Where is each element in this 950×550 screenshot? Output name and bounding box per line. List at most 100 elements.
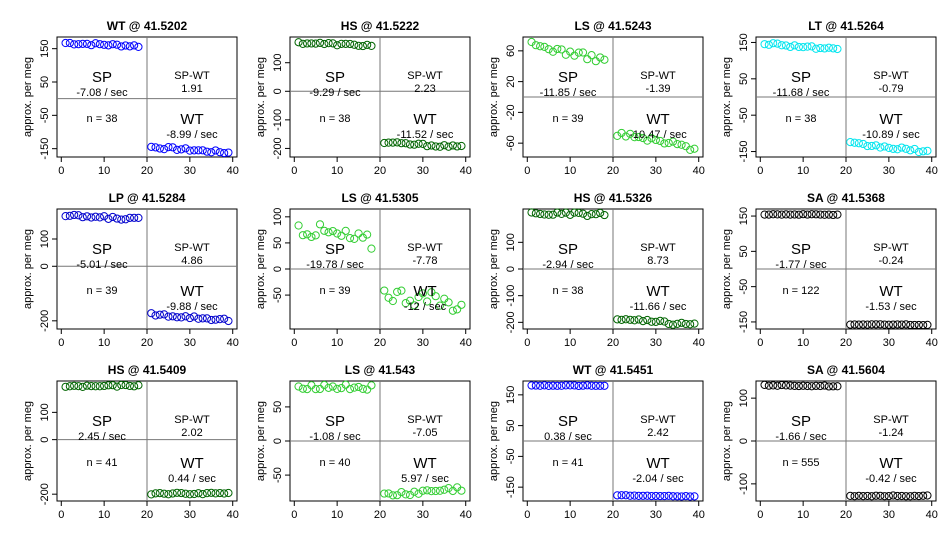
data-point-sp (566, 381, 575, 390)
panel-title: WT @ 41.5202 (107, 19, 188, 33)
x-tick-label: 0 (524, 509, 530, 521)
data-point-sp (70, 210, 79, 220)
panel-1: WT @ 41.5202 0 10 20 30 40 150 50 -50 -150 approx.… (22, 19, 239, 177)
data-point-sp (583, 211, 592, 221)
wt-rate: -11.52 / sec (397, 129, 454, 141)
data-point-sp (65, 382, 74, 391)
data-point-sp (363, 230, 372, 239)
data-point-wt (638, 317, 648, 326)
y-axis-label: approx. per meg (22, 401, 34, 481)
data-point-wt (224, 148, 233, 157)
data-point-wt (202, 314, 212, 323)
data-point-sp (345, 234, 355, 243)
data-point-sp (773, 210, 782, 219)
data-point-sp (794, 381, 803, 391)
data-point-sp (130, 41, 139, 50)
data-point-wt (621, 132, 630, 141)
data-point-sp (760, 380, 769, 390)
data-point-sp (112, 214, 122, 223)
panel-title: LS @ 41.543 (345, 363, 416, 377)
data-point-sp (781, 210, 791, 219)
wt-rate: -0.42 / sec (865, 473, 917, 485)
data-point-wt (859, 139, 868, 149)
data-point-sp (78, 382, 87, 391)
data-point-sp (536, 209, 545, 219)
wt-rate: -10.47 / sec (629, 129, 687, 141)
sp-rate: 0.38 / sec (544, 431, 592, 443)
data-point-sp (324, 383, 333, 392)
n-count: n = 38 (320, 113, 351, 125)
sp-rate: -19.78 / sec (306, 259, 364, 271)
data-point-wt (846, 491, 855, 500)
data-point-sp (134, 213, 143, 222)
data-point-wt (168, 489, 177, 498)
data-point-sp (777, 210, 786, 219)
data-point-sp (574, 48, 583, 57)
data-point-wt (440, 485, 449, 494)
data-point-wt (686, 320, 695, 329)
data-point-sp (591, 210, 600, 219)
data-point-sp (773, 39, 782, 48)
panel-title: HS @ 41.5409 (108, 363, 187, 377)
data-point-wt (668, 492, 678, 501)
sp-label: SP (558, 241, 578, 258)
data-point-wt (901, 320, 911, 329)
data-point-sp (307, 232, 316, 242)
data-point-sp (799, 210, 808, 219)
data-point-wt (630, 316, 639, 325)
data-point-wt (164, 142, 173, 152)
data-point-wt (647, 491, 656, 501)
data-point-wt (401, 139, 410, 148)
y-tick-label: 100 (39, 230, 51, 248)
data-points (760, 380, 932, 501)
x-tick-label: 20 (607, 165, 619, 177)
data-point-sp (354, 41, 363, 50)
data-points (760, 39, 932, 157)
data-point-wt (405, 140, 415, 149)
data-point-wt (423, 142, 432, 151)
data-point-wt (190, 489, 199, 499)
y-tick-label: -50 (272, 467, 284, 483)
data-point-wt (444, 142, 453, 151)
data-points (527, 381, 699, 501)
x-tick-label: 20 (607, 337, 619, 349)
data-point-wt (850, 138, 859, 147)
data-point-wt (686, 145, 695, 154)
x-tick-label: 30 (650, 337, 662, 349)
data-point-sp (760, 210, 769, 219)
data-point-sp (303, 230, 312, 239)
data-point-sp (829, 210, 838, 220)
x-tick-label: 40 (926, 337, 938, 349)
data-point-wt (220, 314, 229, 323)
y-tick-label: 0 (505, 266, 517, 272)
data-point-sp (100, 381, 109, 391)
data-point-wt (198, 146, 207, 155)
spwt-label: SP-WT (873, 414, 909, 426)
data-point-sp (65, 38, 74, 48)
data-point-wt (397, 487, 406, 497)
wt-label: WT (646, 283, 669, 300)
data-point-wt (147, 309, 156, 318)
data-point-wt (164, 312, 173, 321)
y-tick-label: -50 (39, 107, 51, 123)
data-point-sp (816, 43, 825, 53)
data-point-wt (634, 491, 643, 501)
data-point-sp (320, 226, 329, 235)
data-point-sp (807, 210, 816, 219)
data-point-sp (816, 381, 825, 391)
y-tick-label: 50 (505, 419, 517, 431)
data-point-wt (859, 320, 868, 329)
data-points (61, 38, 233, 158)
data-point-wt (897, 320, 906, 329)
y-tick-label: -100 (272, 109, 284, 131)
data-point-wt (164, 490, 173, 499)
panel-8: SA @ 41.5368 0 10 20 30 40 150 50 -50 -150 approx.… (721, 191, 938, 349)
data-point-sp (61, 212, 70, 221)
data-point-sp (544, 45, 553, 54)
data-point-wt (388, 491, 397, 500)
data-point-sp (578, 209, 588, 218)
n-count: n = 39 (320, 285, 351, 297)
data-point-sp (829, 382, 838, 391)
data-point-sp (570, 381, 579, 390)
data-point-sp (591, 57, 600, 66)
